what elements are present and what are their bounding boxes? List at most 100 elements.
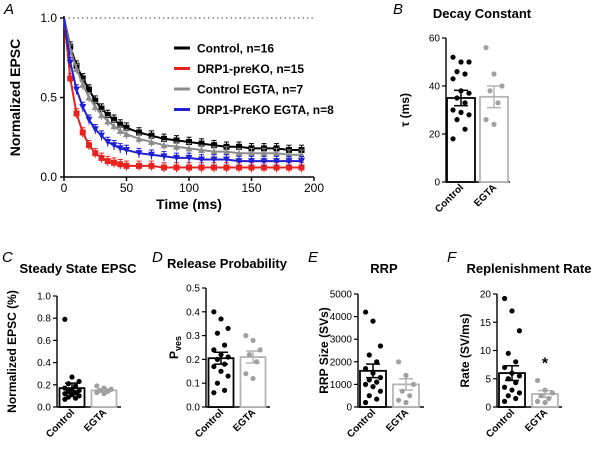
- panel-f-point: [516, 390, 523, 396]
- panel-a-point: [73, 110, 80, 117]
- panel-b-point: [466, 59, 472, 65]
- panel-b-category-label-1: EGTA: [472, 182, 499, 209]
- panel-d-category-label-1: EGTA: [231, 407, 258, 434]
- panel-f-point: [513, 380, 519, 386]
- panel-d-y-tick-label: 0.2: [186, 355, 200, 366]
- panel-d-point: [214, 330, 221, 336]
- panel-f-point: [534, 398, 541, 404]
- panel-a-x-tick-label: 100: [179, 181, 199, 195]
- panel-f-point: [509, 387, 515, 393]
- panel-c: C Steady State EPSC Normalized EPSC (%) …: [2, 249, 137, 440]
- panel-a-point: [86, 142, 92, 149]
- panel-d-point: [225, 354, 231, 360]
- panel-e-point: [410, 381, 417, 387]
- panel-c-point: [94, 383, 100, 389]
- panel-c-y-tick-label: 0.8: [37, 314, 51, 325]
- panel-a-point: [104, 111, 111, 118]
- panel-f-significance: *: [542, 356, 549, 373]
- panel-c-y-tick-label: 0.4: [37, 358, 51, 369]
- panel-c-y-tick-label: 0.2: [37, 380, 51, 391]
- panel-d-point: [225, 325, 231, 332]
- panel-e-point: [374, 359, 380, 365]
- panel-e-point: [395, 397, 402, 403]
- panel-d-y-tick-label: 0.5: [186, 284, 200, 295]
- panel-e-point: [366, 377, 372, 383]
- panel-e-y-tick-label: 1000: [330, 380, 353, 391]
- panel-e-point: [362, 365, 369, 372]
- panel-a-point: [273, 149, 280, 157]
- panel-a-marks: [63, 17, 305, 173]
- panel-b-letter: B: [393, 1, 403, 18]
- panel-e-y-tick-label: 0: [346, 403, 352, 414]
- panel-c-point: [62, 385, 68, 391]
- panel-d-y-tick-label: 0.4: [186, 307, 200, 318]
- panel-a-x-tick-label: 0: [61, 181, 68, 195]
- panel-a-point: [198, 146, 205, 153]
- panel-a-point: [148, 151, 155, 159]
- panel-c-point: [72, 395, 79, 401]
- panel-f-point: [534, 377, 541, 384]
- panel-f-point: [509, 370, 515, 376]
- panel-a-point: [117, 121, 124, 128]
- panel-f-point: [542, 387, 548, 393]
- panel-a-point: [98, 111, 105, 118]
- panel-b-point: [450, 136, 456, 142]
- panel-a-point: [210, 156, 218, 164]
- panel-a-point: [286, 164, 292, 171]
- panel-f-y-tick-label: 10: [480, 346, 492, 357]
- panel-d-point: [211, 390, 217, 396]
- panel-c-point: [62, 396, 68, 402]
- panel-e-point: [374, 396, 380, 402]
- panel-a-point: [210, 148, 218, 155]
- panel-c-point: [101, 391, 107, 397]
- panel-a-y-tick-label: 0.0: [40, 170, 57, 184]
- panel-d-y-axis-label-main: P: [167, 351, 181, 359]
- panel-b-point: [450, 54, 456, 60]
- panel-a-point: [248, 158, 255, 165]
- panel-a-point: [185, 144, 193, 152]
- panel-d-y-tick-label: 0.0: [186, 403, 200, 414]
- panel-a-point: [117, 161, 124, 168]
- panel-c-point: [72, 383, 79, 389]
- panel-a: A Normalized EPSC Time (ms) 0.0 0.5 1.0 0 50…: [3, 1, 334, 212]
- panel-b-point: [487, 88, 493, 94]
- panel-a-point: [248, 164, 255, 171]
- panel-a-point: [111, 116, 117, 123]
- panel-c-y-axis-label: Normalized EPSC (%): [5, 290, 19, 413]
- panel-a-point: [160, 141, 168, 149]
- panel-e-point: [377, 388, 384, 394]
- panel-e-point: [370, 384, 376, 390]
- panel-a-point: [198, 140, 205, 147]
- panel-a-point: [73, 65, 80, 72]
- panel-b-point: [491, 71, 497, 77]
- panel-a-point: [173, 137, 180, 144]
- panel-b-point: [462, 100, 468, 106]
- panel-e-y-axis-label: RRP Size (SVs): [317, 307, 331, 393]
- panel-a-point: [273, 158, 280, 165]
- panel-f-point: [501, 364, 508, 371]
- panel-a-point: [98, 132, 105, 140]
- panel-a-point: [173, 143, 180, 150]
- panel-b-point: [466, 90, 472, 96]
- panel-b-y-axis-label: τ (ms): [398, 93, 412, 127]
- panel-d-point: [214, 380, 221, 386]
- panel-d-point: [221, 342, 228, 348]
- panel-a-point: [136, 129, 142, 136]
- panel-a-point: [261, 164, 267, 171]
- panel-a-point: [223, 148, 230, 155]
- panel-a-legend-label-3: DRP1-PreKO EGTA, n=8: [197, 103, 334, 117]
- panel-a-point: [211, 164, 217, 171]
- panel-b-point: [454, 69, 460, 75]
- panel-a-point: [110, 142, 118, 149]
- panel-e-category-label-1: EGTA: [384, 407, 411, 434]
- panel-d-point: [221, 387, 228, 393]
- panel-f-title: Replenishment Rate: [467, 261, 592, 276]
- panel-d-point: [225, 373, 231, 379]
- panel-a-point: [235, 149, 243, 157]
- panel-a-point: [148, 132, 155, 139]
- panel-a-point: [248, 149, 255, 157]
